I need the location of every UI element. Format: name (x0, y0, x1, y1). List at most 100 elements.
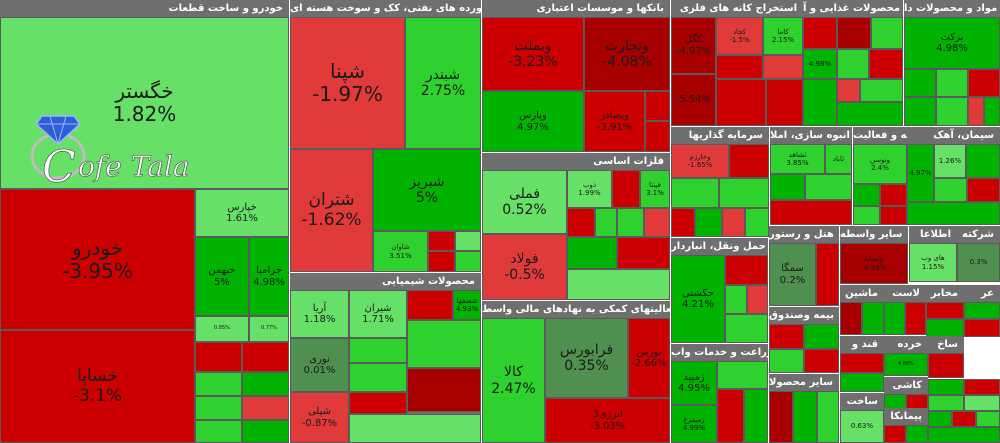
stock-cell[interactable] (719, 178, 769, 208)
stock-cell[interactable] (968, 97, 984, 126)
stock-cell[interactable]: 0.77% (249, 316, 289, 342)
stock-cell[interactable]: بورس -2.66% (628, 318, 670, 398)
stock-cell[interactable] (567, 208, 595, 237)
stock-cell[interactable] (745, 208, 769, 237)
stock-cell[interactable]: ثاباد (825, 144, 852, 174)
stock-cell[interactable] (349, 392, 407, 414)
stock-cell[interactable] (853, 206, 880, 225)
stock-cell[interactable] (747, 285, 768, 314)
stock-cell[interactable]: ونوسن 2.4% (853, 144, 907, 184)
stock-cell[interactable] (349, 338, 407, 363)
stock-cell[interactable] (716, 55, 763, 79)
stock-cell[interactable] (428, 231, 455, 251)
stock-cell[interactable] (716, 79, 766, 126)
stock-cell[interactable]: خگستر 1.82% (0, 17, 289, 189)
stock-cell[interactable] (349, 363, 407, 392)
stock-cell[interactable] (984, 97, 1000, 126)
stock-cell[interactable] (907, 202, 1000, 225)
stock-cell[interactable] (817, 391, 839, 443)
stock-cell[interactable] (770, 200, 852, 225)
stock-cell[interactable]: ذوب 1.99% (567, 170, 612, 208)
stock-cell[interactable] (936, 69, 968, 97)
stock-cell[interactable]: آریا 1.18% (290, 290, 349, 338)
stock-cell[interactable] (645, 121, 670, 152)
stock-cell[interactable] (837, 49, 869, 79)
stock-cell[interactable] (905, 302, 926, 335)
stock-cell[interactable] (837, 17, 871, 49)
stock-cell[interactable] (763, 55, 803, 79)
stock-cell[interactable] (770, 174, 805, 200)
stock-cell[interactable] (644, 208, 670, 237)
stock-cell[interactable] (195, 342, 242, 372)
stock-cell[interactable] (840, 353, 884, 373)
stock-cell[interactable] (195, 372, 242, 396)
stock-cell[interactable] (725, 255, 768, 285)
stock-cell[interactable]: کالا 2.47% (482, 318, 545, 443)
stock-cell[interactable] (952, 411, 976, 427)
stock-cell[interactable] (805, 174, 852, 200)
stock-cell[interactable] (928, 379, 964, 395)
stock-cell[interactable]: کچاد -1.5% (716, 17, 763, 55)
stock-cell[interactable] (840, 373, 884, 392)
stock-cell[interactable] (871, 17, 903, 49)
stock-cell[interactable] (804, 324, 839, 349)
stock-cell[interactable] (928, 427, 1000, 443)
stock-cell[interactable] (744, 389, 768, 443)
stock-cell[interactable] (729, 144, 769, 178)
stock-cell[interactable]: خساپا -3.1% (0, 330, 195, 443)
stock-cell[interactable]: وبملت -3.23% (482, 17, 584, 91)
stock-cell[interactable] (884, 302, 905, 335)
stock-cell[interactable] (928, 353, 964, 378)
stock-cell[interactable]: خبهمن 5% (195, 237, 249, 316)
stock-cell[interactable]: شاوان 3.51% (373, 231, 428, 272)
stock-cell[interactable]: فرابورس 0.35% (545, 318, 628, 398)
stock-cell[interactable] (428, 251, 455, 272)
stock-cell[interactable]: زمیمرغ 4.99% (671, 405, 717, 443)
stock-cell[interactable] (869, 49, 903, 79)
stock-cell[interactable] (906, 425, 928, 443)
stock-cell[interactable]: شبندر 2.75% (405, 17, 481, 149)
stock-cell[interactable] (612, 170, 640, 208)
stock-cell[interactable] (769, 349, 804, 373)
stock-cell[interactable]: زمپید 4.95% (671, 361, 717, 405)
stock-cell[interactable]: حکشتی 4.21% (671, 255, 725, 343)
stock-cell[interactable]: ولساپا -4.99% (840, 243, 908, 284)
stock-cell[interactable]: 0.3% (957, 243, 1000, 282)
stock-cell[interactable] (964, 379, 1000, 395)
stock-cell[interactable] (455, 231, 481, 251)
stock-cell[interactable] (725, 314, 768, 343)
stock-cell[interactable]: شیران 1.71% (349, 290, 407, 338)
stock-cell[interactable] (671, 178, 719, 208)
stock-cell[interactable] (964, 319, 1000, 337)
stock-cell[interactable] (880, 184, 907, 206)
stock-cell[interactable] (725, 285, 747, 314)
stock-cell[interactable] (567, 237, 617, 269)
stock-cell[interactable] (803, 17, 837, 49)
stock-cell[interactable]: 0.63% (840, 410, 884, 443)
stock-cell[interactable] (766, 79, 803, 126)
stock-cell[interactable]: 4.97% (907, 144, 934, 202)
stock-cell[interactable] (407, 320, 481, 368)
stock-cell[interactable]: وپارس 4.97% (482, 91, 584, 152)
stock-cell[interactable] (837, 79, 860, 102)
stock-cell[interactable] (816, 243, 839, 306)
stock-cell[interactable] (242, 396, 289, 420)
stock-cell[interactable] (595, 208, 617, 237)
stock-cell[interactable] (769, 324, 804, 349)
stock-cell[interactable] (936, 97, 968, 126)
stock-cell[interactable]: ثشاهد 3.85% (770, 144, 825, 174)
stock-cell[interactable] (880, 206, 907, 225)
stock-cell[interactable] (853, 184, 880, 206)
stock-cell[interactable]: کگل -4.97% (671, 17, 716, 74)
stock-cell[interactable] (884, 425, 906, 443)
stock-cell[interactable]: نوری 0.01% (290, 338, 349, 392)
stock-cell[interactable]: سمگا 0.2% (769, 243, 816, 306)
stock-cell[interactable] (717, 389, 744, 443)
stock-cell[interactable]: وتجارت -4.08% (584, 17, 670, 91)
stock-cell[interactable] (349, 414, 481, 443)
stock-cell[interactable] (803, 79, 837, 126)
stock-cell[interactable] (968, 69, 1000, 97)
stock-cell[interactable]: شپنا -1.97% (290, 17, 405, 149)
stock-cell[interactable] (617, 208, 644, 237)
stock-cell[interactable] (928, 411, 952, 427)
